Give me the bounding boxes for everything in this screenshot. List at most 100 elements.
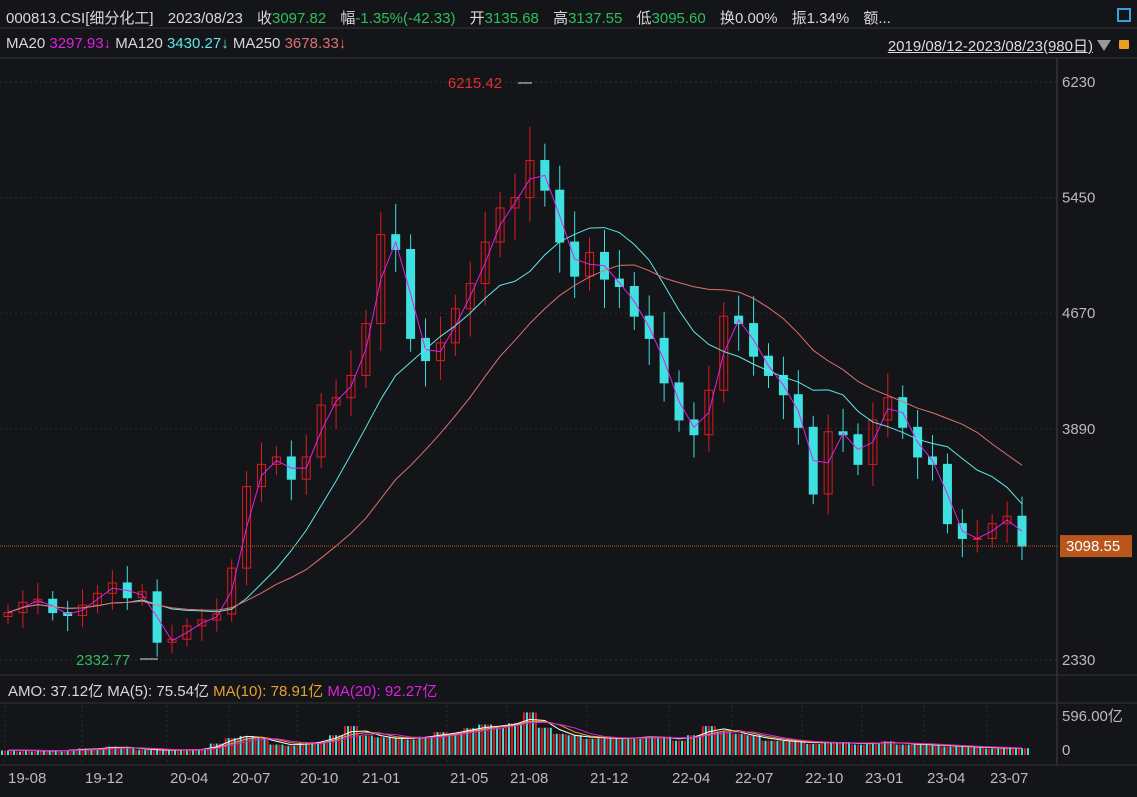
volume-bar bbox=[197, 749, 200, 755]
ma120-line bbox=[7, 227, 1023, 614]
candle-body bbox=[78, 604, 88, 617]
x-tick-label: 19-08 bbox=[8, 770, 46, 787]
volume-bar bbox=[454, 734, 457, 755]
volume-bar bbox=[138, 749, 141, 755]
volume-bar bbox=[913, 744, 916, 755]
volume-bar bbox=[15, 751, 18, 755]
volume-bar bbox=[63, 750, 66, 755]
volume-bar bbox=[388, 737, 391, 755]
volume-bar bbox=[689, 735, 692, 755]
candle-body bbox=[346, 374, 356, 399]
candle-body bbox=[137, 591, 147, 599]
volume-legend: AMO: 37.12亿 MA(5): 75.54亿 MA(10): 78.91亿… bbox=[8, 680, 437, 701]
volume-bar bbox=[743, 733, 746, 755]
volume-bar bbox=[585, 738, 588, 755]
volume-bar bbox=[994, 748, 997, 755]
volume-bar bbox=[493, 727, 496, 755]
volume-bar bbox=[505, 727, 508, 755]
volume-bar bbox=[737, 733, 740, 755]
volume-bar bbox=[27, 750, 30, 755]
volume-bar bbox=[752, 735, 755, 755]
volume-bar bbox=[734, 733, 737, 755]
volume-bar bbox=[412, 739, 415, 755]
last-price-label: 3098.55 bbox=[1066, 538, 1120, 555]
volume-bar bbox=[290, 745, 293, 755]
layout-icon[interactable] bbox=[1117, 8, 1131, 22]
volume-bar bbox=[305, 742, 308, 755]
volume-bar bbox=[451, 734, 454, 755]
volume-bar bbox=[260, 737, 263, 755]
volume-bar bbox=[678, 740, 681, 755]
volume-bar bbox=[60, 751, 63, 755]
volume-bar bbox=[621, 737, 624, 755]
volume-bar bbox=[284, 745, 287, 755]
volume-bar bbox=[746, 735, 749, 755]
x-tick-label: 23-04 bbox=[927, 770, 965, 787]
volume-bar bbox=[764, 740, 767, 755]
volume-bar bbox=[69, 750, 72, 755]
date-range-selector[interactable]: 2019/08/12-2023/08/23(980日) bbox=[887, 38, 1093, 55]
volume-bar bbox=[642, 736, 645, 755]
volume-bar bbox=[842, 742, 845, 755]
volume-bar bbox=[30, 751, 33, 755]
volume-bar bbox=[251, 735, 254, 755]
volume-bar bbox=[36, 750, 39, 755]
volume-bar bbox=[919, 744, 922, 755]
volume-bar bbox=[182, 750, 185, 755]
candle-body bbox=[987, 523, 997, 539]
volume-bar bbox=[1, 750, 3, 755]
volume-bar bbox=[755, 735, 758, 755]
volume-bar bbox=[33, 751, 36, 755]
volume-bar bbox=[704, 726, 707, 755]
volume-bar bbox=[13, 750, 15, 755]
volume-bar bbox=[329, 735, 332, 755]
volume-bar bbox=[475, 728, 478, 755]
volume-bar bbox=[922, 744, 925, 755]
candle-body bbox=[868, 419, 878, 465]
volume-bar bbox=[692, 735, 695, 755]
volume-bar bbox=[400, 737, 403, 755]
volume-bar bbox=[561, 733, 564, 755]
ma20-value: 3297.93↓ bbox=[49, 35, 112, 52]
volume-bar bbox=[639, 738, 642, 755]
y-tick-label: 6230 bbox=[1062, 74, 1095, 91]
volume-bar bbox=[597, 738, 600, 755]
lock-icon[interactable] bbox=[1119, 40, 1129, 49]
volume-bar bbox=[466, 728, 469, 755]
open-value: 3135.68 bbox=[484, 10, 539, 27]
candle-body bbox=[883, 397, 893, 421]
volume-bar bbox=[779, 740, 782, 755]
y-tick-label: 4670 bbox=[1062, 305, 1095, 322]
volume-bar bbox=[853, 744, 856, 755]
index-code: 000813.CSI[细分化工] bbox=[6, 10, 154, 27]
volume-bar bbox=[4, 750, 6, 755]
volume-bar bbox=[93, 749, 96, 755]
amo-ma10: MA(10): 78.91亿 bbox=[213, 683, 324, 700]
volume-bar bbox=[132, 747, 135, 755]
volume-bar bbox=[51, 751, 54, 755]
candle-body bbox=[271, 456, 281, 465]
volume-bar bbox=[865, 743, 868, 755]
volume-axis-label: 596.00亿 bbox=[1062, 708, 1123, 725]
volume-bar bbox=[573, 735, 576, 755]
volume-bar bbox=[7, 750, 9, 755]
volume-bar bbox=[955, 746, 958, 755]
volume-bar bbox=[833, 742, 836, 755]
volume-bar bbox=[442, 732, 445, 755]
volume-bar bbox=[871, 743, 874, 755]
volume-bar bbox=[87, 748, 90, 755]
volume-bar bbox=[877, 743, 880, 755]
volume-bar bbox=[546, 727, 549, 755]
candle-body bbox=[704, 389, 714, 436]
high-annotation: 6215.42 bbox=[448, 75, 502, 92]
volume-bar bbox=[782, 740, 785, 755]
volume-bar bbox=[684, 740, 687, 755]
volume-bar bbox=[433, 732, 436, 755]
volume-bar bbox=[1003, 747, 1006, 755]
volume-bar bbox=[165, 749, 168, 755]
dropdown-triangle-icon[interactable] bbox=[1097, 40, 1111, 51]
volume-bar bbox=[886, 741, 889, 755]
volume-bar bbox=[862, 744, 865, 755]
x-tick-label: 22-07 bbox=[735, 770, 773, 787]
volume-bar bbox=[415, 739, 418, 755]
